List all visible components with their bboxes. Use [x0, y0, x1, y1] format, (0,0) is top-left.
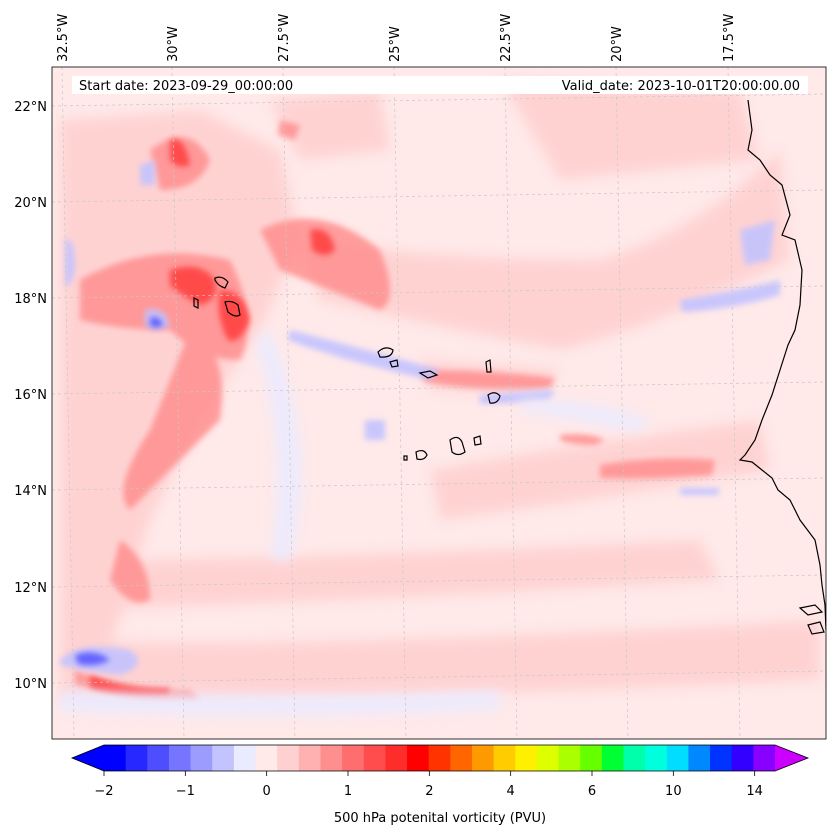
colorbar-segment — [580, 745, 603, 771]
start-date-label: Start date: 2023-09-29_00:00:00 — [79, 79, 293, 94]
cape-verde-islands — [473, 435, 482, 446]
colorbar-tick-label: 1 — [344, 784, 352, 799]
colorbar-segment — [515, 745, 538, 771]
pv-field — [52, 67, 826, 739]
colorbar-tick-label: 0 — [263, 784, 271, 799]
island-outline — [798, 604, 824, 616]
cape-verde-islands — [485, 359, 492, 373]
colorbar-segment — [688, 745, 711, 771]
meridian-line — [282, 67, 296, 739]
colorbar-segment — [255, 745, 278, 771]
island-outline — [224, 300, 241, 317]
latitude-label: 22°N — [14, 100, 47, 115]
meridian-line — [61, 67, 75, 739]
colorbar-segment — [320, 745, 343, 771]
meridian-line — [615, 67, 629, 739]
meridian-line — [504, 67, 518, 739]
colorbar-ticks: −2 −1 0 1 2 4 6 10 14 — [94, 771, 763, 799]
colorbar-segment — [493, 745, 516, 771]
longitude-label: 22.5°W — [499, 14, 514, 62]
island-outline — [807, 621, 825, 635]
header-box — [72, 76, 808, 94]
cape-verde-islands — [415, 449, 428, 461]
colorbar-label: 500 hPa potenital vorticity (PVU) — [334, 811, 546, 826]
colorbar-segment — [753, 745, 776, 771]
latitude-labels: 22°N 20°N 18°N 16°N 14°N 12°N 10°N — [14, 100, 47, 692]
colorbar-segment — [125, 745, 148, 771]
colorbar-tick-label: 2 — [425, 784, 433, 799]
cape-verde-islands — [487, 392, 501, 404]
colorbar-segment — [147, 745, 170, 771]
cape-verde-islands — [377, 347, 394, 358]
cape-verde-islands — [418, 370, 439, 379]
colorbar-tick-label: 10 — [665, 784, 682, 799]
colorbar-segment — [277, 745, 300, 771]
latitude-label: 16°N — [14, 388, 47, 403]
longitude-label: 17.5°W — [722, 14, 737, 62]
colorbar-segment — [471, 745, 495, 771]
colorbar-tick-label: 14 — [746, 784, 763, 799]
colorbar-segment — [601, 745, 624, 771]
colorbar-segment — [104, 745, 127, 771]
colorbar-segment — [558, 745, 581, 771]
colorbar-segment — [298, 745, 321, 771]
longitude-label: 30°W — [166, 26, 181, 62]
meridian-line — [727, 67, 741, 739]
colorbar-overflow — [775, 745, 808, 771]
longitude-label: 25°W — [388, 26, 403, 62]
colorbar — [70, 744, 810, 772]
colorbar-segment — [450, 745, 473, 771]
colorbar-segment — [168, 745, 192, 771]
colorbar-segment — [407, 745, 430, 771]
cape-verde-islands — [449, 436, 466, 456]
meridian-line — [171, 67, 185, 739]
colorbar-segment — [645, 745, 668, 771]
canary-islands-outline — [214, 276, 229, 289]
colorbar-segment — [363, 745, 386, 771]
colorbar-segment — [212, 745, 235, 771]
map-frame — [51, 66, 827, 740]
colorbar-segment — [710, 745, 733, 771]
colorbar-segment — [385, 745, 408, 771]
colorbar-tick-label: 4 — [507, 784, 515, 799]
cape-verde-islands — [389, 359, 399, 368]
latitude-label: 20°N — [14, 196, 47, 211]
colorbar-segment — [623, 745, 646, 771]
latitude-label: 18°N — [14, 292, 47, 307]
cape-verde-islands — [403, 455, 408, 461]
colorbar-segment — [342, 745, 365, 771]
africa-coastline — [738, 99, 826, 631]
valid-date-label: Valid_date: 2023-10-01T20:00:00.00 — [562, 79, 800, 94]
latitude-label: 14°N — [14, 484, 47, 499]
colorbar-segment — [666, 745, 689, 771]
latitude-label: 12°N — [14, 581, 47, 596]
colorbar-segment — [428, 745, 451, 771]
colorbar-segment — [233, 745, 257, 771]
colorbar-segment — [190, 745, 213, 771]
colorbar-tick-label: 6 — [588, 784, 596, 799]
colorbar-segment — [536, 745, 560, 771]
colorbar-tick-label: −1 — [176, 784, 195, 799]
longitude-labels: 32.5°W 30°W 27.5°W 25°W 22.5°W 20°W 17.5°W — [56, 14, 737, 62]
colorbar-underflow — [72, 745, 104, 771]
coastlines — [193, 99, 826, 635]
longitude-label: 27.5°W — [277, 14, 292, 62]
colorbar-segment — [731, 745, 754, 771]
map-gridlines — [52, 67, 826, 739]
island-outline — [193, 297, 199, 309]
latitude-label: 10°N — [14, 677, 47, 692]
meridian-line — [393, 67, 407, 739]
colorbar-tick-label: −2 — [94, 784, 113, 799]
longitude-label: 20°W — [610, 26, 625, 62]
longitude-label: 32.5°W — [56, 14, 71, 62]
